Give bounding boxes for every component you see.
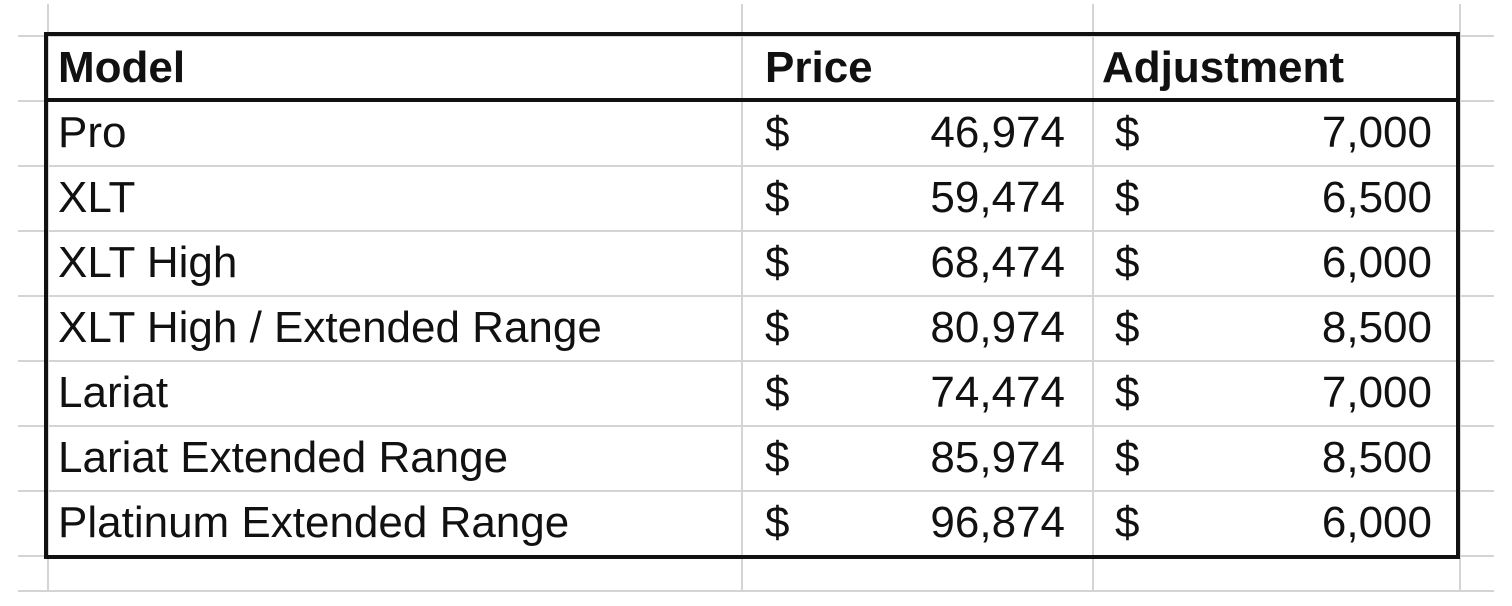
price-cell: 96,874	[930, 498, 1065, 547]
adjustment-cell: 8,500	[1322, 433, 1432, 482]
adjustment-cell: 6,000	[1322, 498, 1432, 547]
model-cell: Platinum Extended Range	[58, 498, 569, 547]
model-cell: Lariat	[58, 368, 168, 417]
header-cell: Adjustment	[1102, 43, 1344, 92]
price-cell: 85,974	[930, 433, 1065, 482]
adjustment-cell: 6,000	[1322, 238, 1432, 287]
adjustment-cell: 6,500	[1322, 173, 1432, 222]
currency-symbol: $	[1115, 173, 1139, 222]
adjustment-cell: 7,000	[1322, 368, 1432, 417]
currency-symbol: $	[765, 368, 789, 417]
cells: Model Price Adjustment Pro $46,974 $7,000 XLT $…	[58, 43, 1432, 547]
price-cell: 74,474	[930, 368, 1065, 417]
table-border	[44, 32, 1460, 559]
currency-symbol: $	[765, 303, 789, 352]
currency-symbol: $	[1115, 238, 1139, 287]
currency-symbol: $	[1115, 108, 1139, 157]
currency-symbol: $	[1115, 498, 1139, 547]
price-cell: 59,474	[930, 173, 1065, 222]
model-cell: Pro	[58, 108, 126, 157]
price-cell: 46,974	[930, 108, 1065, 157]
model-cell: Lariat Extended Range	[58, 433, 508, 482]
price-cell: 68,474	[930, 238, 1065, 287]
currency-symbol: $	[765, 433, 789, 482]
currency-symbol: $	[765, 108, 789, 157]
header-cell: Price	[765, 43, 873, 92]
model-cell: XLT	[58, 173, 135, 222]
header-cell: Model	[58, 43, 185, 92]
price-cell: 80,974	[930, 303, 1065, 352]
adjustment-cell: 7,000	[1322, 108, 1432, 157]
currency-symbol: $	[765, 173, 789, 222]
currency-symbol: $	[1115, 303, 1139, 352]
currency-symbol: $	[1115, 433, 1139, 482]
model-cell: XLT High	[58, 238, 237, 287]
currency-symbol: $	[765, 238, 789, 287]
model-cell: XLT High / Extended Range	[58, 303, 602, 352]
currency-symbol: $	[765, 498, 789, 547]
currency-symbol: $	[1115, 368, 1139, 417]
adjustment-cell: 8,500	[1322, 303, 1432, 352]
